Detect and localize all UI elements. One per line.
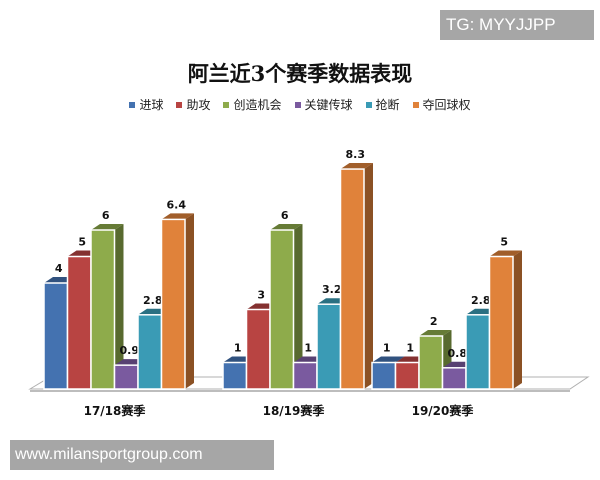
watermark-site: www.milansportgroup.com — [10, 440, 274, 470]
bar-top — [161, 213, 194, 220]
chart-legend: 进球 助攻 创造机会 关键传球 抢断 夺回球权 — [0, 96, 600, 113]
legend-swatch-icon — [176, 101, 183, 108]
bar-side — [185, 213, 194, 389]
bar-side — [114, 224, 124, 389]
bar-group: 1 1 2 0.8 2.8 5 — [371, 236, 522, 390]
bar — [113, 364, 139, 390]
legend-label: 夺回球权 — [422, 98, 471, 112]
bar — [292, 361, 318, 390]
category-label: 18/19赛季 — [263, 403, 326, 418]
category-label: 17/18赛季 — [84, 403, 147, 418]
data-label: 2 — [430, 315, 438, 328]
bar — [160, 218, 186, 390]
bar — [488, 255, 514, 390]
bar-top — [489, 250, 522, 257]
legend-label: 进球 — [139, 98, 164, 112]
bar-top — [91, 224, 124, 230]
bar-group: 4 5 6 0.9 2.8 6.4 — [43, 198, 194, 390]
bar — [418, 335, 444, 390]
bar-side — [513, 250, 522, 389]
legend-item: 抢断 — [365, 96, 400, 113]
bar — [222, 361, 248, 390]
data-label: 4 — [55, 262, 63, 275]
legend-item: 关键传球 — [294, 96, 353, 113]
legend-swatch-icon — [412, 101, 419, 108]
bar — [269, 229, 295, 390]
legend-label: 抢断 — [375, 98, 400, 112]
data-label: 1 — [234, 342, 242, 355]
data-label: 6 — [281, 209, 289, 222]
legend-swatch-icon — [294, 101, 301, 108]
bar-top — [419, 330, 452, 336]
bar-top — [340, 163, 373, 170]
data-label: 5 — [500, 236, 508, 249]
bar — [245, 308, 271, 390]
data-label: 0.9 — [120, 344, 140, 357]
bar — [394, 361, 420, 390]
bar-group: 1 3 6 1 3.2 8.3 — [222, 148, 373, 390]
data-label: 8.3 — [346, 148, 366, 161]
bar-top — [372, 356, 405, 363]
bar — [137, 314, 163, 390]
bar — [90, 229, 116, 390]
legend-swatch-icon — [129, 101, 136, 108]
data-label: 3 — [257, 289, 265, 302]
bar-top — [270, 224, 303, 230]
data-label: 3.2 — [322, 283, 342, 296]
legend-label: 关键传球 — [304, 98, 353, 112]
data-label: 1 — [304, 342, 312, 355]
data-label: 6.4 — [167, 198, 187, 211]
bar — [43, 282, 69, 390]
bar-side — [364, 163, 373, 389]
bar-side — [293, 224, 303, 389]
data-label: 2.8 — [471, 294, 491, 307]
legend-swatch-icon — [365, 101, 372, 108]
data-label: 5 — [78, 236, 86, 249]
legend-item: 创造机会 — [223, 96, 282, 113]
watermark-tg: TG: MYYJJPP — [440, 10, 594, 40]
legend-swatch-icon — [223, 101, 230, 108]
data-label: 1 — [406, 342, 414, 355]
legend-item: 夺回球权 — [412, 96, 471, 113]
legend-item: 助攻 — [176, 96, 210, 113]
category-label: 19/20赛季 — [412, 403, 475, 418]
data-label: 2.8 — [143, 294, 163, 307]
data-label: 6 — [102, 209, 110, 222]
chart-title: 阿兰近3个赛季数据表现 — [187, 61, 413, 86]
bar — [339, 168, 365, 390]
bar — [316, 303, 342, 390]
legend-label: 创造机会 — [233, 98, 282, 112]
bar — [465, 314, 491, 390]
bar — [66, 255, 92, 390]
bar — [371, 361, 397, 390]
data-label: 1 — [383, 342, 391, 355]
legend-item: 进球 — [129, 96, 163, 113]
legend-label: 助攻 — [186, 98, 211, 112]
bar — [441, 367, 467, 390]
data-label: 0.8 — [448, 347, 468, 360]
